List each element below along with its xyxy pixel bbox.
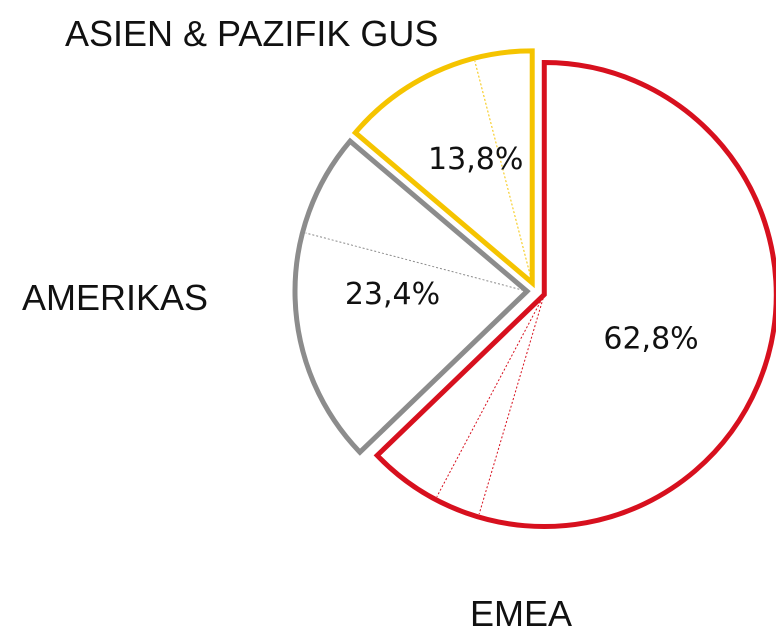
pie-slice xyxy=(292,137,531,456)
value-label: 62,8% xyxy=(603,321,698,356)
pie-slice xyxy=(351,48,535,289)
pie-slice xyxy=(373,60,776,530)
category-label: AMERIKAS xyxy=(22,277,209,318)
category-label: ASIEN & PAZIFIK GUS xyxy=(65,13,439,54)
category-label: EMEA xyxy=(470,593,573,634)
value-label: 23,4% xyxy=(345,277,440,312)
value-label: 13,8% xyxy=(428,142,523,177)
